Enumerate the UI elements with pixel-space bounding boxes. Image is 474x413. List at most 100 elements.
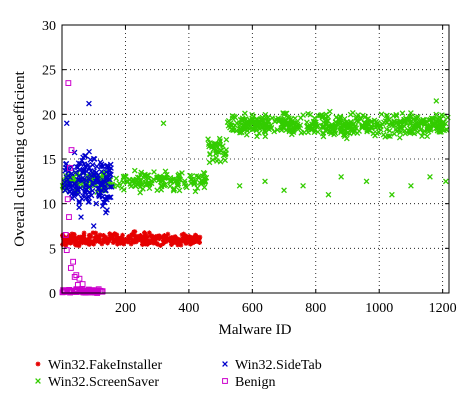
sidetab-point — [86, 100, 92, 107]
screensaver-point — [305, 110, 311, 117]
sidetab-point — [86, 198, 92, 205]
sidetab-point — [98, 161, 105, 168]
screensaver-point — [262, 178, 268, 185]
sidetab-point — [79, 157, 85, 164]
fakeinstaller-point — [63, 242, 69, 248]
sidetab-point — [96, 193, 102, 199]
screensaver-point — [319, 130, 326, 137]
screensaver-point — [326, 128, 333, 135]
screensaver-point — [408, 182, 414, 189]
screensaver-point — [319, 113, 326, 120]
sidetab-point — [97, 182, 103, 188]
screensaver-point — [158, 186, 165, 193]
fakeinstaller-point — [196, 236, 201, 241]
screensaver-point — [201, 179, 208, 185]
sidetab-point — [99, 203, 106, 209]
screensaver-point — [399, 110, 406, 117]
screensaver-point — [116, 180, 123, 187]
screensaver-point — [325, 191, 332, 198]
sidetab-point — [89, 187, 96, 194]
screensaver-point — [428, 125, 434, 132]
sidetab-point — [83, 177, 90, 184]
x-axis-title: Malware ID — [219, 322, 292, 338]
x-tick-label: 800 — [305, 301, 326, 316]
fakeinstaller-point — [104, 236, 110, 242]
fakeinstaller-point — [151, 236, 157, 242]
fakeinstaller-point — [178, 242, 184, 248]
screensaver-point — [162, 168, 169, 175]
fakeinstaller-point — [173, 239, 179, 245]
screensaver-point — [120, 173, 127, 180]
benign-point — [78, 288, 85, 295]
screensaver-point — [181, 178, 188, 184]
screensaver-point — [128, 183, 134, 190]
screensaver-point — [223, 136, 230, 143]
screensaver-point — [200, 169, 207, 176]
screensaver-point — [113, 175, 120, 182]
screensaver-point — [207, 140, 213, 146]
sidetab-point — [71, 149, 78, 156]
sidetab-point — [108, 184, 115, 190]
benign-point — [65, 80, 72, 86]
fakeinstaller-point — [183, 235, 189, 241]
fakeinstaller-point — [168, 239, 173, 244]
screensaver-point — [338, 129, 344, 136]
screensaver-point — [396, 134, 403, 141]
fakeinstaller-point — [131, 229, 137, 235]
screensaver-point — [133, 176, 140, 183]
screensaver-point — [207, 151, 213, 158]
screensaver-point — [326, 108, 333, 115]
screensaver-point — [362, 113, 369, 120]
screensaver-point — [261, 128, 268, 135]
fakeinstaller-point — [172, 234, 178, 240]
screensaver-point — [216, 140, 223, 147]
sidetab-point — [88, 192, 95, 199]
screensaver-point — [429, 120, 436, 127]
fakeinstaller-point — [123, 237, 129, 242]
screensaver-point — [262, 133, 269, 140]
screensaver-point — [350, 130, 357, 136]
screensaver-point — [242, 110, 248, 117]
screensaver-point — [442, 178, 449, 185]
benign-point — [64, 196, 71, 203]
screensaver-point — [378, 111, 385, 118]
sidetab-point — [87, 156, 94, 163]
fakeinstaller-point — [71, 234, 77, 240]
sidetab-point — [83, 194, 90, 201]
fakeinstaller-point — [132, 233, 138, 238]
screensaver-point — [321, 124, 328, 130]
fakeinstaller-point — [133, 239, 139, 245]
fakeinstaller-point — [176, 241, 182, 247]
screensaver-point — [167, 177, 174, 184]
screensaver-point — [158, 182, 165, 189]
fakeinstaller-point — [97, 232, 103, 238]
fakeinstaller-point — [90, 230, 96, 236]
fakeinstaller-point — [164, 237, 170, 243]
screensaver-point — [336, 117, 342, 124]
fakeinstaller-point — [188, 241, 193, 247]
screensaver-point — [319, 111, 325, 118]
screensaver-point — [195, 175, 202, 181]
screensaver-point — [254, 133, 260, 140]
screensaver-point — [250, 113, 257, 120]
y-axis-title: Overall clustering coefficient — [12, 70, 28, 246]
screensaver-point — [314, 124, 320, 130]
fakeinstaller-point — [70, 238, 76, 244]
screensaver-point — [246, 126, 253, 132]
fakeinstaller-point — [74, 240, 79, 245]
benign-point — [70, 258, 77, 265]
screensaver-point — [192, 188, 199, 195]
screensaver-point — [275, 115, 282, 122]
fakeinstaller-point — [169, 242, 174, 247]
fakeinstaller-point — [117, 239, 123, 245]
fakeinstaller-point — [181, 231, 187, 237]
fakeinstaller-point — [116, 237, 122, 242]
screensaver-point — [310, 118, 317, 125]
sidetab-point — [86, 148, 92, 155]
sidetab-point — [93, 200, 100, 207]
screensaver-point — [429, 115, 436, 122]
screensaver-point — [397, 118, 404, 125]
screensaver-point — [414, 115, 420, 122]
fakeinstaller-point — [128, 241, 134, 247]
